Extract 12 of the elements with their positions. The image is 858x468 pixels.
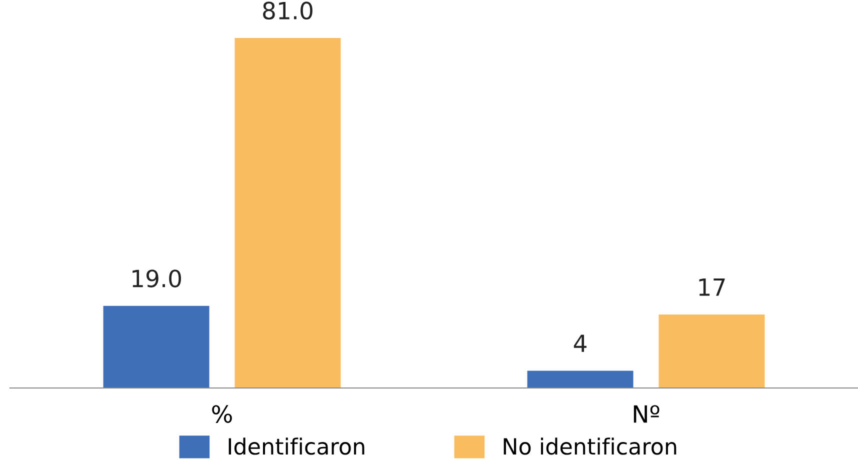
bar [234,38,341,388]
x-tick-label: % [212,405,232,423]
legend-label: No identificaron [504,438,676,455]
data-label: 4 [574,334,586,352]
bar [103,306,210,388]
data-label: 19.0 [132,270,181,288]
legend-label: Identificaron [228,438,364,455]
x-tick-label: Nº [634,405,660,423]
bar [658,314,765,388]
data-label: 17 [699,278,725,296]
bar [527,370,634,388]
data-label: 81.0 [263,2,312,20]
